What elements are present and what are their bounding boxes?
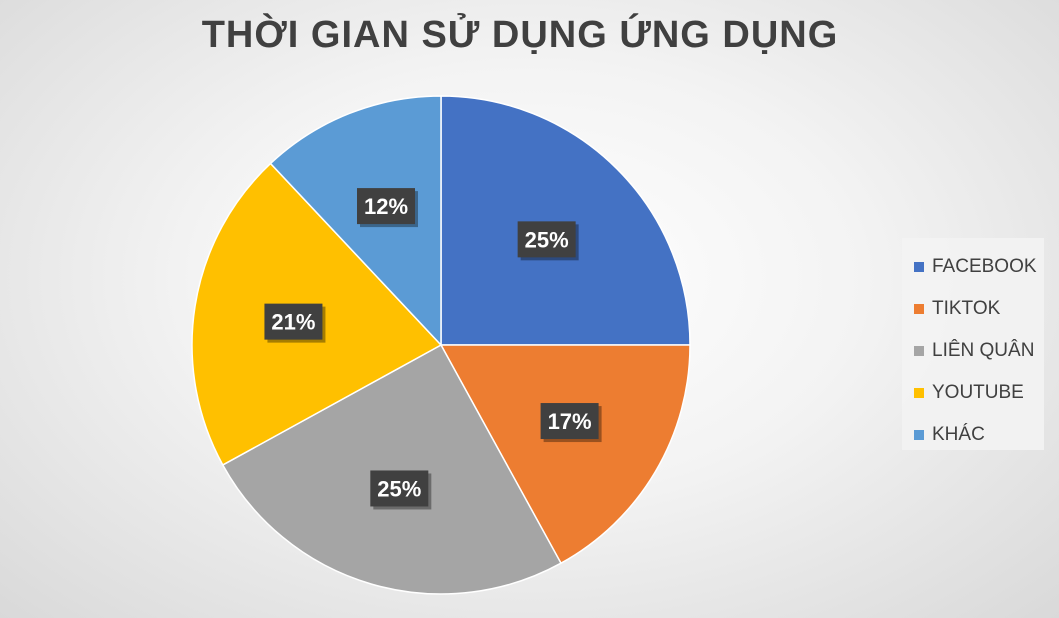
legend-item-youtube: YOUTUBE	[902, 372, 1044, 414]
data-label-khac: 12%	[357, 188, 419, 228]
pie-slice-lien-quan	[221, 343, 562, 595]
pie-slice-facebook	[440, 95, 691, 346]
legend-swatch-facebook	[914, 262, 924, 272]
legend-swatch-tiktok	[914, 304, 924, 314]
legend-label-khac: KHÁC	[932, 424, 985, 445]
legend-item-lien-quan: LIÊN QUÂN	[902, 330, 1044, 372]
data-label-youtube: 21%	[264, 303, 326, 343]
data-label-box	[357, 188, 416, 225]
pie-slices	[191, 95, 691, 595]
data-label-text: 17%	[548, 409, 592, 434]
data-label-text: 25%	[525, 227, 569, 252]
legend-swatch-lien-quan	[914, 346, 924, 356]
legend-label-tiktok: TIKTOK	[932, 298, 1001, 319]
legend-label-facebook: FACEBOOK	[932, 256, 1037, 277]
data-label-box	[264, 303, 323, 340]
legend-item-facebook: FACEBOOK	[902, 246, 1044, 288]
legend-label-youtube: YOUTUBE	[932, 382, 1024, 403]
data-label-lien-quan: 25%	[370, 470, 432, 510]
data-label-box	[540, 403, 599, 440]
data-label-text: 25%	[377, 476, 421, 501]
data-labels: 25% 17% 25% 21% 12%	[264, 188, 602, 510]
legend-item-khac: KHÁC	[902, 414, 1044, 456]
legend-swatch-youtube	[914, 388, 924, 398]
chart-legend: FACEBOOK TIKTOK LIÊN QUÂN YOUTUBE KHÁC	[902, 238, 1044, 450]
pie-slice-khac	[269, 95, 442, 347]
data-label-facebook: 25%	[517, 221, 579, 261]
data-label-tiktok: 17%	[540, 403, 602, 443]
data-label-box	[370, 470, 429, 507]
chart-title: THỜI GIAN SỬ DỤNG ỨNG DỤNG	[201, 14, 839, 56]
legend-swatch-khac	[914, 430, 924, 440]
data-label-text: 21%	[271, 310, 315, 335]
legend-label-lien-quan: LIÊN QUÂN	[932, 340, 1035, 361]
data-label-box	[517, 221, 576, 258]
data-label-text: 12%	[364, 194, 408, 219]
legend-item-tiktok: TIKTOK	[902, 288, 1044, 330]
pie-slice-tiktok	[439, 344, 691, 565]
